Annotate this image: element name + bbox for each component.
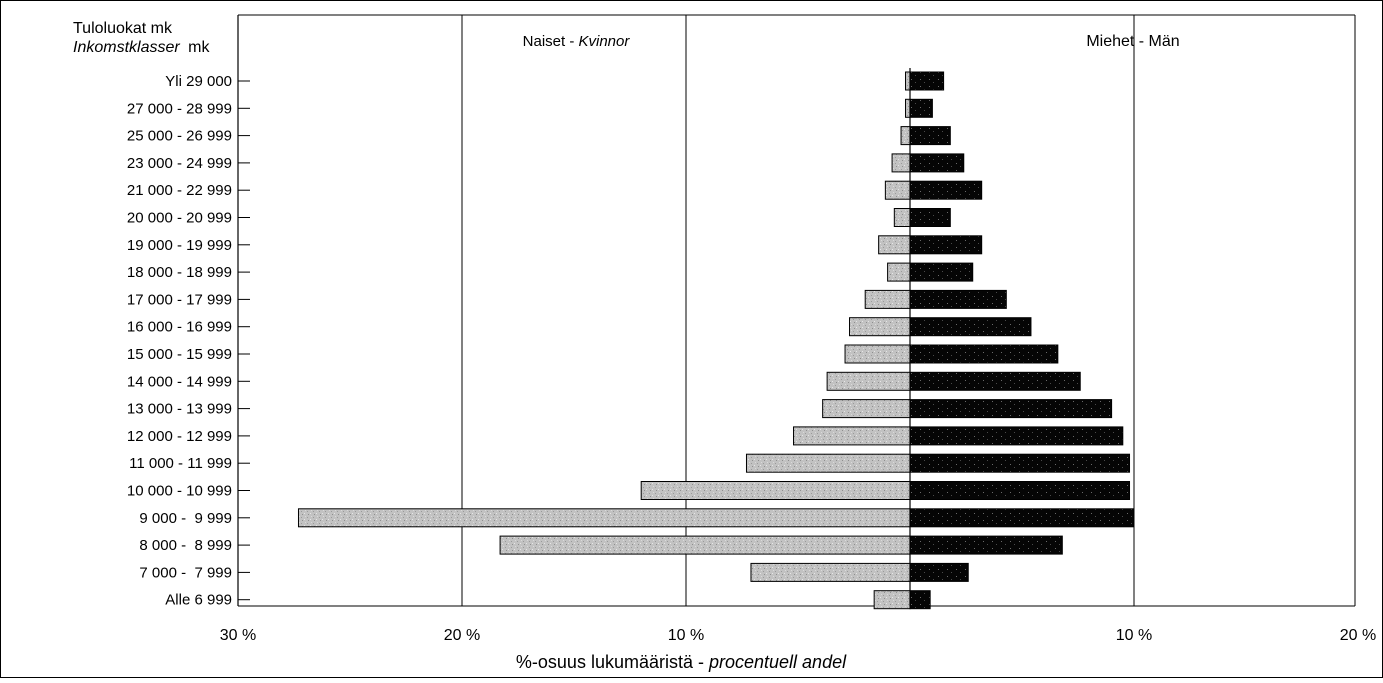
y-axis-title-italic: Inkomstklasser bbox=[73, 39, 180, 56]
bar-men-2 bbox=[909, 126, 951, 146]
y-tick-label-6: 19 000 - 19 999 bbox=[127, 237, 232, 254]
x-axis-label-italic: procentuell andel bbox=[708, 652, 847, 672]
bar-men-6 bbox=[909, 235, 983, 255]
y-tick-label-17: 8 000 - 8 999 bbox=[139, 537, 232, 554]
bar-men-11 bbox=[909, 371, 1081, 391]
y-ticks: Yli 29 000 27 000 - 28 999 25 000 - 26 999… bbox=[127, 73, 250, 609]
y-tick-label-4: 21 000 - 22 999 bbox=[127, 182, 232, 199]
bar-men-1 bbox=[909, 98, 933, 118]
bar-men-3 bbox=[909, 153, 965, 173]
y-tick-label-0: Yli 29 000 bbox=[165, 73, 232, 90]
bar-women-10 bbox=[844, 344, 911, 364]
y-tick-label-5: 20 000 - 20 999 bbox=[127, 210, 232, 227]
y-tick-label-10: 15 000 - 15 999 bbox=[127, 346, 232, 363]
bar-women-11 bbox=[826, 371, 911, 391]
bar-men-19 bbox=[909, 590, 931, 610]
bar-women-6 bbox=[878, 235, 911, 255]
bar-men-13 bbox=[909, 426, 1124, 446]
bar-women-15 bbox=[640, 481, 911, 500]
bar-women-16 bbox=[297, 508, 911, 528]
y-tick-label-15: 10 000 - 10 999 bbox=[127, 483, 232, 500]
x-axis-label: %-osuus lukumääristä - procentuell andel bbox=[516, 652, 847, 672]
bar-women-14 bbox=[745, 453, 911, 473]
bar-women-2 bbox=[900, 126, 911, 146]
x-tick-labels: 30 % 20 % 10 % 10 % 20 % bbox=[220, 627, 1376, 644]
bars bbox=[297, 71, 1135, 610]
y-tick-label-7: 18 000 - 18 999 bbox=[127, 264, 232, 281]
y-tick-label-3: 23 000 - 24 999 bbox=[127, 155, 232, 172]
y-tick-label-12: 13 000 - 13 999 bbox=[127, 401, 232, 418]
bar-women-17 bbox=[499, 535, 911, 555]
gridlines bbox=[461, 15, 1135, 606]
y-tick-label-11: 14 000 - 14 999 bbox=[127, 373, 232, 390]
y-tick-label-1: 27 000 - 28 999 bbox=[127, 100, 232, 117]
y-tick-label-8: 17 000 - 17 999 bbox=[127, 291, 232, 308]
bar-men-18 bbox=[909, 562, 969, 582]
y-tick-label-14: 11 000 - 11 999 bbox=[129, 455, 232, 472]
y-tick-label-16: 9 000 - 9 999 bbox=[139, 510, 232, 527]
bar-men-12 bbox=[909, 399, 1113, 419]
x-tick-label-left-30: 30 % bbox=[220, 627, 256, 644]
bar-men-15 bbox=[909, 481, 1131, 500]
bar-women-4 bbox=[884, 180, 911, 200]
bar-men-7 bbox=[909, 262, 974, 282]
bar-men-0 bbox=[909, 71, 945, 91]
bar-women-3 bbox=[891, 153, 911, 173]
y-tick-label-9: 16 000 - 16 999 bbox=[127, 319, 232, 336]
bar-women-12 bbox=[822, 399, 911, 419]
x-tick-label-left-10: 10 % bbox=[668, 627, 704, 644]
bar-men-5 bbox=[909, 208, 951, 227]
y-axis-title-line2: Inkomstklasser mk bbox=[73, 39, 210, 56]
bar-women-19 bbox=[873, 590, 911, 610]
bar-men-17 bbox=[909, 535, 1063, 555]
y-axis-title-suffix: mk bbox=[188, 39, 210, 56]
y-tick-label-2: 25 000 - 26 999 bbox=[127, 128, 232, 145]
bar-women-7 bbox=[887, 262, 911, 282]
left-header-italic: Kvinnor bbox=[579, 33, 631, 50]
bar-men-10 bbox=[909, 344, 1059, 364]
left-header-plain: Naiset - bbox=[523, 33, 579, 50]
y-axis-title-line1: Tuloluokat mk bbox=[73, 20, 173, 37]
y-tick-label-13: 12 000 - 12 999 bbox=[127, 428, 232, 445]
y-tick-label-19: Alle 6 999 bbox=[165, 592, 232, 609]
bar-men-8 bbox=[909, 289, 1007, 309]
bar-women-18 bbox=[750, 562, 911, 582]
plot-frame bbox=[237, 14, 1356, 607]
bar-women-13 bbox=[793, 426, 911, 446]
x-tick-label-right-10: 10 % bbox=[1116, 627, 1152, 644]
x-tick-label-right-20: 20 % bbox=[1340, 627, 1376, 644]
bar-men-4 bbox=[909, 180, 983, 200]
right-panel-header: Miehet - Män bbox=[1086, 33, 1179, 50]
bar-women-1 bbox=[905, 98, 911, 118]
x-tick-label-left-20: 20 % bbox=[444, 627, 480, 644]
bar-women-8 bbox=[864, 289, 911, 309]
x-axis-label-plain: %-osuus lukumääristä - bbox=[516, 652, 709, 672]
bar-men-9 bbox=[909, 317, 1032, 337]
left-panel-header: Naiset - Kvinnor bbox=[523, 33, 631, 50]
bar-women-9 bbox=[849, 317, 911, 337]
bar-men-16 bbox=[909, 508, 1135, 528]
bar-women-0 bbox=[905, 71, 911, 91]
bar-women-5 bbox=[893, 208, 911, 227]
bar-men-14 bbox=[909, 453, 1131, 473]
y-tick-label-18: 7 000 - 7 999 bbox=[139, 564, 232, 581]
